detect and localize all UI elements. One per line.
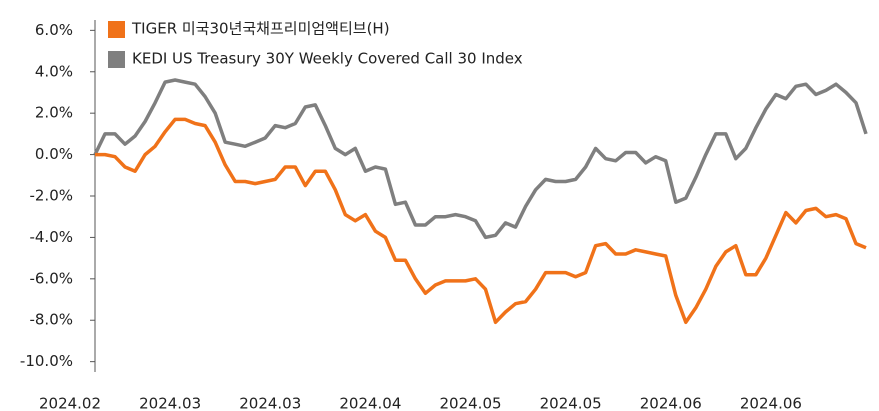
series-line (95, 117, 867, 325)
x-tick-label: 2024.06 (740, 395, 802, 411)
legend-swatch (108, 51, 125, 68)
y-tick-label: -4.0% (29, 228, 73, 246)
y-tick-label: -2.0% (29, 187, 73, 205)
x-tick-label: 2024.05 (540, 395, 602, 411)
legend-label: TIGER 미국30년국채프리미엄액티브(H) (131, 20, 390, 38)
legend-swatch (108, 21, 125, 38)
x-tick-label: 2024.03 (239, 395, 301, 411)
x-tick-label: 2024.05 (440, 395, 502, 411)
legend-label: KEDI US Treasury 30Y Weekly Covered Call… (132, 50, 523, 68)
y-tick-label: 2.0% (35, 104, 73, 122)
y-tick-label: -10.0% (20, 352, 73, 370)
series-line (93, 78, 868, 240)
y-tick-label: 4.0% (35, 62, 73, 80)
y-tick-label: 0.0% (35, 145, 73, 163)
x-tick-label: 2024.04 (339, 395, 401, 411)
x-tick-label: 2024.06 (640, 395, 702, 411)
y-tick-label: -6.0% (29, 269, 73, 287)
y-tick-label: -8.0% (29, 311, 73, 329)
x-tick-label: 2024.03 (139, 395, 201, 411)
y-tick-label: 6.0% (35, 21, 73, 39)
x-tick-label: 2024.02 (39, 395, 101, 411)
